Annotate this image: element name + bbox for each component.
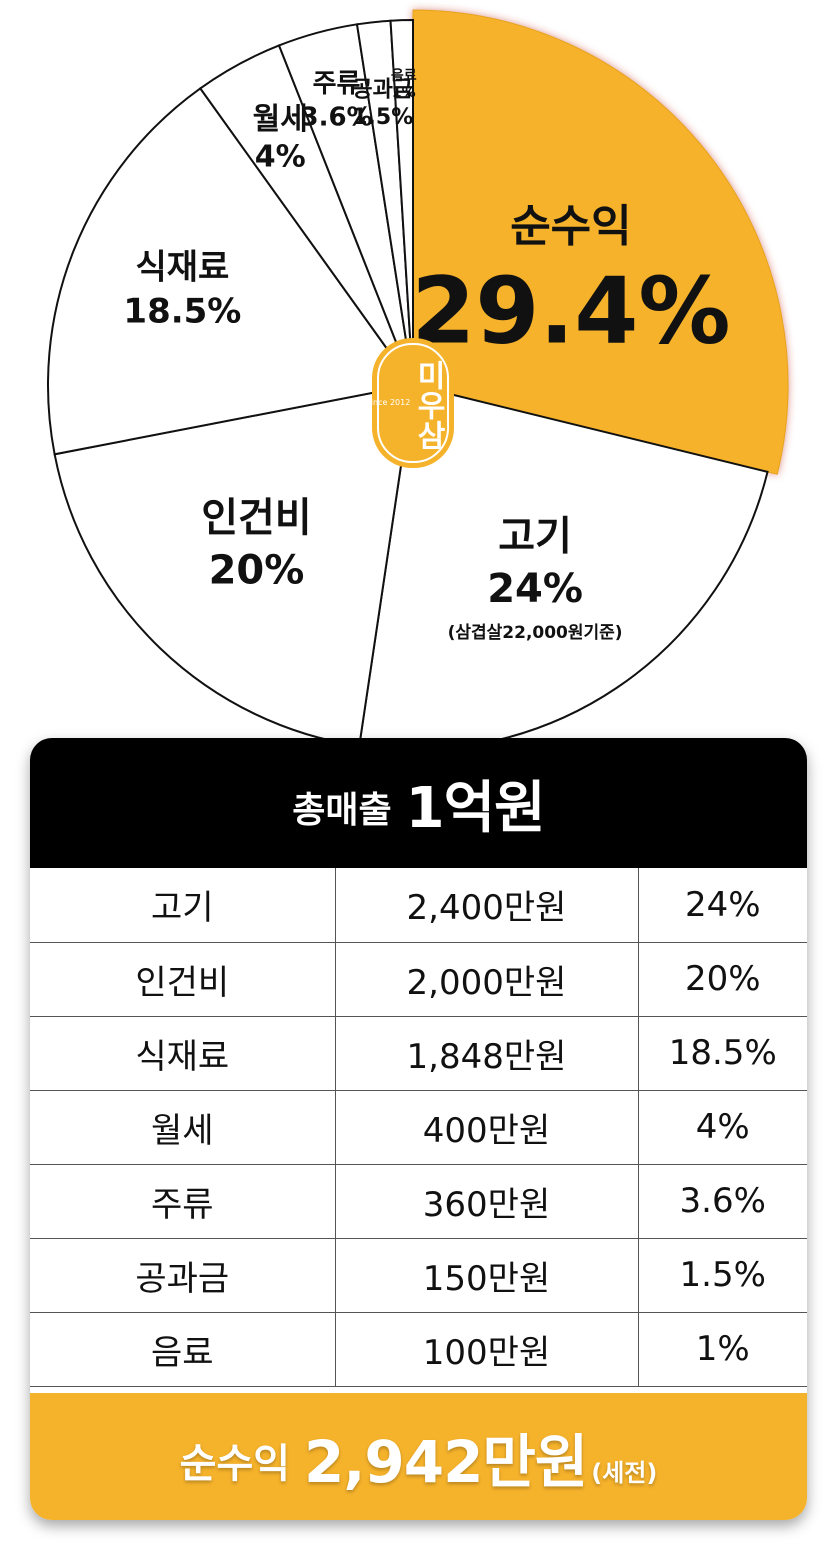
row-item: 고기 — [30, 868, 336, 943]
net-profit-note: (세전) — [591, 1459, 658, 1487]
row-percent: 24% — [637, 868, 807, 943]
logo-wordmark: 미우삼 — [411, 360, 446, 450]
row-percent: 4% — [637, 1089, 807, 1165]
net-profit-amount: 2,942만원 — [304, 1427, 588, 1496]
slice-label: 순수익 — [510, 201, 631, 252]
row-percent: 1% — [637, 1311, 807, 1387]
total-revenue-amount: 1억원 — [405, 775, 546, 841]
row-amount: 2,000만원 — [334, 941, 639, 1017]
row-item: 월세 — [30, 1089, 336, 1165]
row-amount: 150만원 — [334, 1237, 639, 1313]
slice-value-label: 1% — [392, 85, 416, 101]
row-amount: 1,848만원 — [334, 1015, 639, 1091]
slice-value-label: 1.5% — [352, 105, 413, 130]
slice-value-label: 29.4% — [411, 257, 730, 364]
table-row: 식재료 1,848만원 18.5% — [30, 1015, 807, 1091]
pie-slice — [389, 18, 414, 386]
slice-label: 식재료 — [135, 248, 229, 288]
table-row: 주류 360만원 3.6% — [30, 1163, 807, 1239]
slice-label: 인건비 — [201, 495, 311, 541]
row-item: 인건비 — [30, 941, 336, 1017]
slice-value-label: 24% — [487, 566, 583, 612]
logo-since-text: Since 2012 — [366, 398, 411, 407]
slice-label: 주류 — [313, 69, 361, 99]
row-amount: 2,400만원 — [334, 868, 639, 943]
row-percent: 20% — [637, 941, 807, 1017]
slice-label: 고기 — [498, 513, 572, 559]
slice-value-label: 3.6% — [301, 103, 373, 133]
table-row: 공과금 150만원 1.5% — [30, 1237, 807, 1313]
slice-label: 음료 — [391, 68, 417, 84]
slice-note: (삼겹살22,000원기준) — [448, 623, 623, 643]
total-revenue-header: 총매출 1억원 — [30, 738, 807, 868]
slice-label: 월세 — [253, 102, 308, 137]
slice-value-label: 18.5% — [123, 292, 241, 332]
revenue-breakdown-panel: 총매출 1억원 고기 2,400만원 24% 인건비 2,000만원 20% 식재료 1,84… — [30, 738, 807, 1520]
brand-logo: 미우삼 Since 2012 — [366, 338, 454, 468]
row-item: 식재료 — [30, 1015, 336, 1091]
slice-value-label: 20% — [209, 547, 305, 593]
total-revenue-label: 총매출 — [292, 790, 392, 831]
row-percent: 1.5% — [637, 1237, 807, 1313]
row-amount: 100만원 — [334, 1311, 639, 1387]
table-row: 월세 400만원 4% — [30, 1089, 807, 1165]
row-item: 주류 — [30, 1163, 336, 1239]
row-amount: 400만원 — [334, 1089, 639, 1165]
row-item: 공과금 — [30, 1237, 336, 1313]
net-profit-footer: 순수익 2,942만원 (세전) — [30, 1393, 807, 1520]
net-profit-label: 순수익 — [179, 1440, 291, 1487]
table-row: 인건비 2,000만원 20% — [30, 941, 807, 1017]
table-row: 고기 2,400만원 24% — [30, 868, 807, 943]
row-item: 음료 — [30, 1311, 336, 1387]
pie-slice — [412, 9, 789, 475]
pie-slice — [47, 86, 415, 456]
slice-value-label: 4% — [255, 140, 306, 175]
row-percent: 3.6% — [637, 1163, 807, 1239]
pie-slice — [53, 383, 415, 748]
row-percent: 18.5% — [637, 1015, 807, 1091]
slice-label: 공과금 — [352, 77, 413, 102]
row-amount: 360만원 — [334, 1163, 639, 1239]
expense-table: 고기 2,400만원 24% 인건비 2,000만원 20% 식재료 1,848만원 18.5%… — [30, 868, 807, 1387]
table-row: 음료 100만원 1% — [30, 1311, 807, 1387]
